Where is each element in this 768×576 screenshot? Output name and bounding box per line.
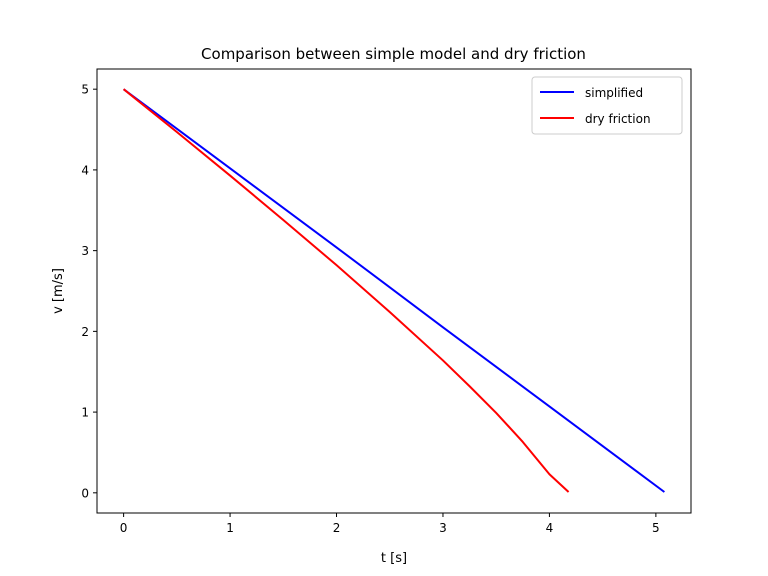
plot-frame — [96, 68, 692, 514]
x-tick-label: 0 — [120, 521, 128, 535]
x-tick-label: 2 — [333, 521, 341, 535]
legend-label-simplified: simplified — [585, 86, 643, 100]
series-line-simplified — [123, 88, 665, 493]
y-tick-label: 2 — [81, 325, 89, 339]
y-tick-label: 4 — [81, 163, 89, 177]
x-tick-label: 1 — [226, 521, 234, 535]
legend-label-dry-friction: dry friction — [585, 112, 651, 126]
x-tick-label: 4 — [546, 521, 554, 535]
x-tick-label: 5 — [652, 521, 660, 535]
y-axis-label: v [m/s] — [51, 268, 66, 314]
x-axis-label: t [s] — [381, 551, 407, 566]
series-line-dry-friction — [122, 88, 570, 493]
y-axis: 0 1 2 3 4 5 — [81, 83, 97, 500]
legend: simplified dry friction — [531, 76, 683, 135]
plot-area: 0 1 2 3 4 5 0 1 2 3 4 5 — [81, 68, 692, 535]
y-tick-label: 5 — [81, 83, 89, 97]
chart-title: Comparison between simple model and dry … — [201, 45, 586, 63]
x-axis: 0 1 2 3 4 5 — [120, 513, 660, 535]
series-layer — [122, 88, 665, 493]
y-tick-label: 0 — [81, 486, 89, 500]
y-tick-label: 1 — [81, 406, 89, 420]
x-tick-label: 3 — [439, 521, 447, 535]
y-tick-label: 3 — [81, 244, 89, 258]
